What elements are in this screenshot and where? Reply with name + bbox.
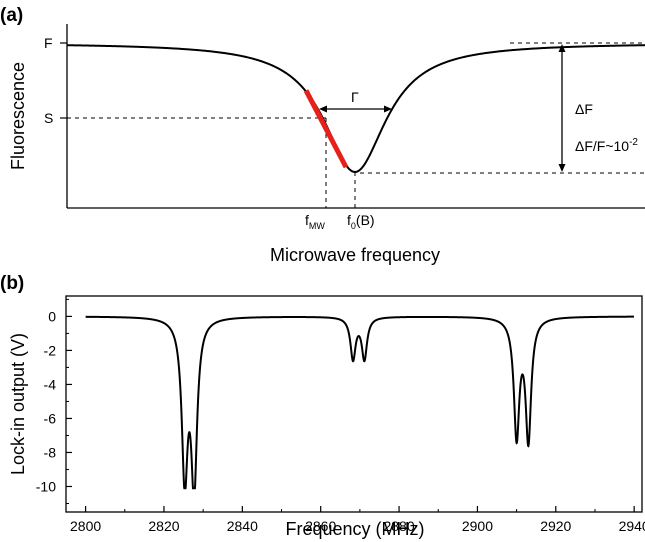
panel-a-xtick-label-fmw: fMW xyxy=(305,212,325,231)
panel-a-delta-f-arrow xyxy=(558,44,566,172)
panel-a-ytick-label-f: F xyxy=(44,35,53,51)
panel-b-xtick-label: 2800 xyxy=(70,518,101,534)
panel-b-xtick-label: 2820 xyxy=(148,518,179,534)
panel-a-label: (a) xyxy=(0,5,23,26)
panel-a-lorentzian-curve xyxy=(66,44,645,174)
panel-b-xtick-label: 2840 xyxy=(227,518,258,534)
panel-a-delta-f-label: ΔF xyxy=(575,101,593,117)
panel-a-contrast-label: ΔF/F~10-2 xyxy=(575,137,638,154)
panel-b-x-axis-title: Frequency (MHz) xyxy=(285,519,424,539)
panel-b-ytick-label: -6 xyxy=(44,410,57,426)
panel-b-ytick-label: -8 xyxy=(44,444,57,460)
panel-b-ytick-label: 0 xyxy=(48,308,56,324)
panel-b-xtick-label: 2920 xyxy=(540,518,571,534)
panel-b-ytick-label: -10 xyxy=(36,478,56,494)
panel-a-ytick-label-s: S xyxy=(44,110,53,126)
panel-b-xtick-label: 2880 xyxy=(383,518,414,534)
panel-a-y-axis-title: Fluorescence xyxy=(8,62,28,170)
panel-a-gamma-label: Γ xyxy=(351,89,359,105)
panel-a-xtick-label-f0: f0(B) xyxy=(347,212,375,231)
panel-b-y-axis-title: Lock-in output (V) xyxy=(8,333,28,475)
panel-b-xtick-label: 2860 xyxy=(305,518,336,534)
panel-b-ytick-label: -2 xyxy=(44,342,57,358)
panel-a-slope-segment xyxy=(303,89,349,169)
panel-a-gamma-arrow xyxy=(319,105,392,113)
panel-b-lockin-curve xyxy=(85,315,634,490)
panel-b-plot-frame xyxy=(65,295,643,513)
panel-b-xtick-label: 2900 xyxy=(462,518,493,534)
panel-a: F S Γ ΔF ΔF/F~10-2 fMW f0(B) Microwave xyxy=(8,24,645,265)
panel-b-label: (b) xyxy=(0,273,24,294)
panel-a-x-axis-title: Microwave frequency xyxy=(270,245,440,265)
panel-b-ytick-label: -4 xyxy=(44,376,57,392)
